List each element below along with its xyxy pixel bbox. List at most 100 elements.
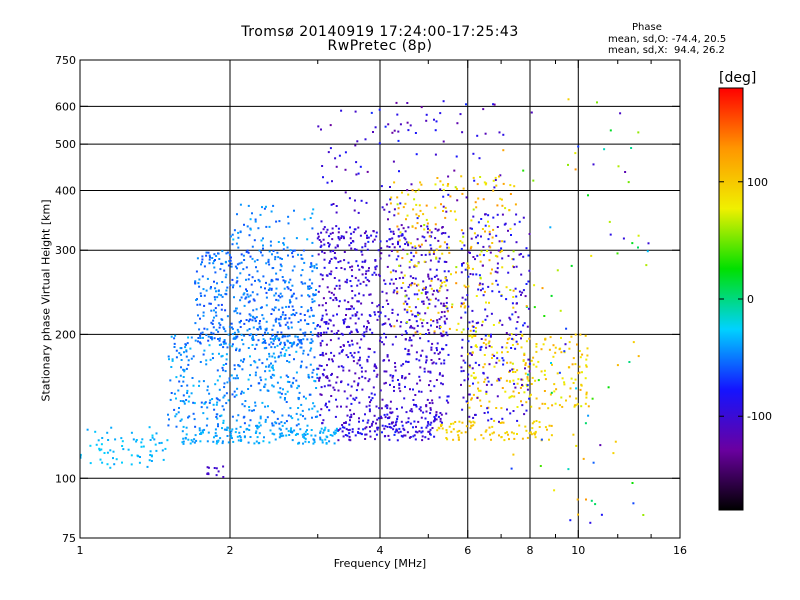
data-point: [354, 434, 357, 437]
data-point: [354, 228, 357, 231]
data-point: [585, 365, 588, 368]
data-point: [576, 403, 579, 406]
data-point: [222, 326, 225, 329]
data-point: [315, 263, 318, 266]
data-point: [266, 416, 269, 419]
data-point: [378, 142, 381, 145]
data-point: [324, 309, 327, 312]
data-point: [275, 317, 278, 320]
data-point: [340, 237, 343, 239]
data-point: [488, 400, 491, 403]
data-point: [389, 282, 392, 285]
data-point: [202, 431, 204, 434]
data-point: [356, 140, 359, 143]
data-point: [271, 367, 274, 370]
data-point: [326, 181, 329, 184]
data-point: [288, 381, 291, 383]
data-point: [331, 227, 334, 230]
data-point: [350, 331, 353, 334]
data-point: [418, 312, 421, 315]
data-point: [337, 227, 340, 230]
data-point: [255, 266, 257, 269]
data-point: [501, 257, 504, 260]
data-point: [360, 338, 363, 341]
data-point: [461, 421, 464, 424]
data-point: [505, 379, 508, 382]
data-point: [374, 365, 377, 368]
data-point: [308, 285, 311, 288]
data-point: [149, 450, 152, 453]
data-point: [289, 341, 292, 344]
data-point: [590, 499, 593, 502]
data-point: [429, 407, 432, 410]
data-point: [306, 433, 309, 435]
data-point: [215, 474, 218, 477]
data-point: [475, 345, 478, 348]
data-point: [219, 268, 222, 271]
data-point: [616, 364, 619, 367]
data-point: [574, 152, 577, 155]
data-point: [427, 430, 430, 433]
data-point: [442, 183, 445, 186]
data-point: [271, 432, 274, 435]
data-point: [206, 389, 209, 392]
data-point: [231, 327, 234, 330]
data-point: [393, 214, 396, 217]
data-point: [514, 203, 517, 206]
data-point: [270, 287, 273, 290]
data-point: [323, 243, 326, 246]
data-point: [424, 239, 427, 242]
data-point: [426, 424, 429, 427]
data-point: [337, 429, 340, 432]
data-point: [498, 240, 501, 243]
data-point: [237, 236, 240, 239]
data-point: [594, 503, 597, 506]
data-point: [239, 203, 242, 206]
data-point: [356, 300, 359, 303]
data-point: [228, 325, 231, 328]
data-point: [139, 456, 141, 458]
data-point: [270, 280, 273, 283]
data-point: [352, 307, 355, 310]
data-point: [353, 351, 356, 354]
data-point: [278, 337, 281, 340]
data-point: [336, 376, 339, 379]
data-point: [298, 391, 301, 394]
data-point: [580, 405, 583, 408]
data-point: [310, 434, 313, 437]
data-point: [393, 181, 396, 184]
data-point: [338, 279, 341, 282]
data-point: [397, 379, 399, 381]
data-point: [334, 415, 337, 418]
data-point: [558, 404, 561, 407]
data-point: [283, 398, 286, 401]
data-point: [332, 386, 335, 389]
data-point: [286, 246, 289, 249]
data-point: [356, 384, 359, 387]
data-point: [322, 374, 325, 377]
data-point: [492, 324, 495, 326]
data-point: [177, 389, 180, 392]
data-point: [397, 207, 400, 210]
data-point: [287, 376, 290, 378]
data-point: [472, 325, 475, 328]
data-point: [381, 290, 384, 293]
data-point: [395, 101, 398, 104]
data-point: [214, 307, 217, 310]
data-point: [409, 422, 412, 425]
data-point: [243, 405, 246, 408]
data-point: [460, 302, 463, 305]
data-point: [366, 170, 369, 173]
data-point: [397, 212, 400, 215]
data-point: [220, 262, 223, 265]
data-point: [257, 425, 260, 428]
data-point: [444, 232, 447, 235]
data-point: [300, 364, 303, 367]
data-point: [323, 385, 326, 388]
data-point: [599, 444, 602, 447]
data-point: [456, 122, 459, 125]
data-point: [311, 371, 314, 374]
data-point: [231, 437, 233, 440]
data-point: [256, 259, 259, 261]
data-point: [510, 234, 512, 236]
